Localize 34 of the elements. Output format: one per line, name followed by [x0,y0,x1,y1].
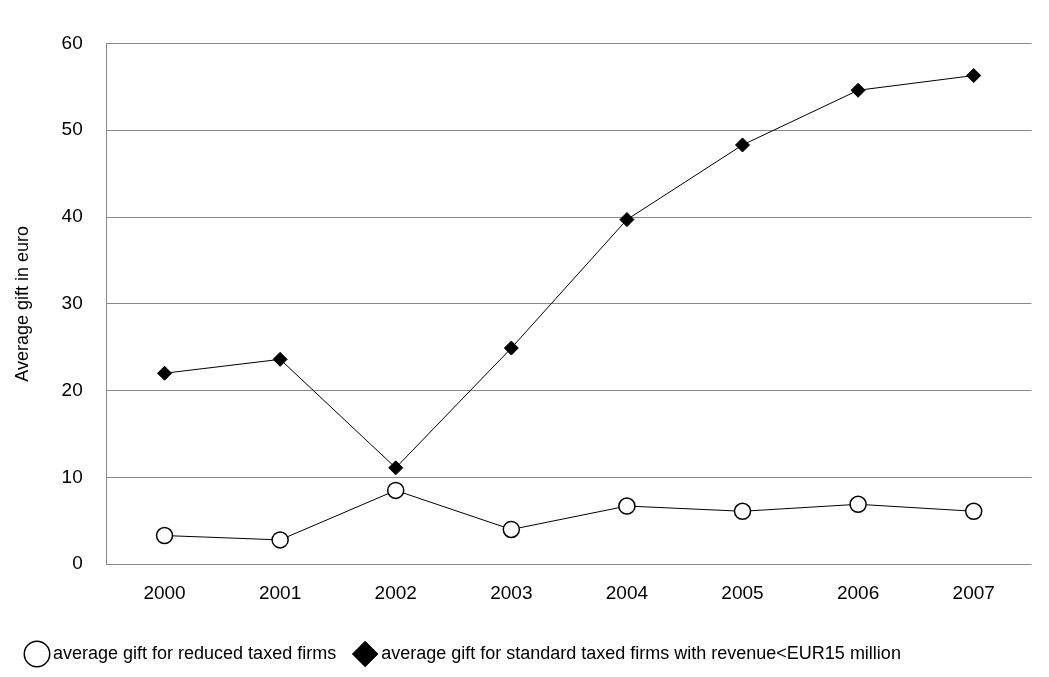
point [966,68,982,84]
point [619,212,635,228]
point [735,137,751,153]
point [386,481,405,500]
y-tick-label: 20 [61,378,83,400]
point [964,502,983,520]
x-tick-label: 2006 [836,581,880,603]
x-tick-label: 2003 [490,581,533,603]
y-tick-label: 40 [61,205,83,227]
y-tick-label: 10 [61,465,83,487]
point [155,526,174,545]
x-tick-label: 2007 [952,581,995,603]
point [272,351,288,367]
x-tick-label: 2001 [258,581,302,603]
y-tick-label: 0 [72,552,83,574]
point [157,365,173,381]
y-tick-label: 50 [61,118,83,140]
point [502,520,521,539]
point [503,340,519,356]
point [388,460,404,476]
legend-label: average gift for reduced taxed firms [53,642,337,663]
y-axis-title: Average gift in euro [11,225,32,382]
x-tick-label: 2004 [605,581,649,603]
x-tick-label: 2002 [374,581,417,603]
legend-label: average gift for standard taxed firms with revenue<EUR15 million [381,642,901,663]
x-tick-label: 2000 [143,581,186,603]
point [271,531,289,549]
x-tick-label: 2005 [721,581,764,603]
point [850,82,866,98]
y-tick-label: 30 [61,292,83,314]
point [733,502,752,520]
point [618,497,636,515]
point [849,495,867,514]
y-tick-label: 60 [61,31,83,53]
